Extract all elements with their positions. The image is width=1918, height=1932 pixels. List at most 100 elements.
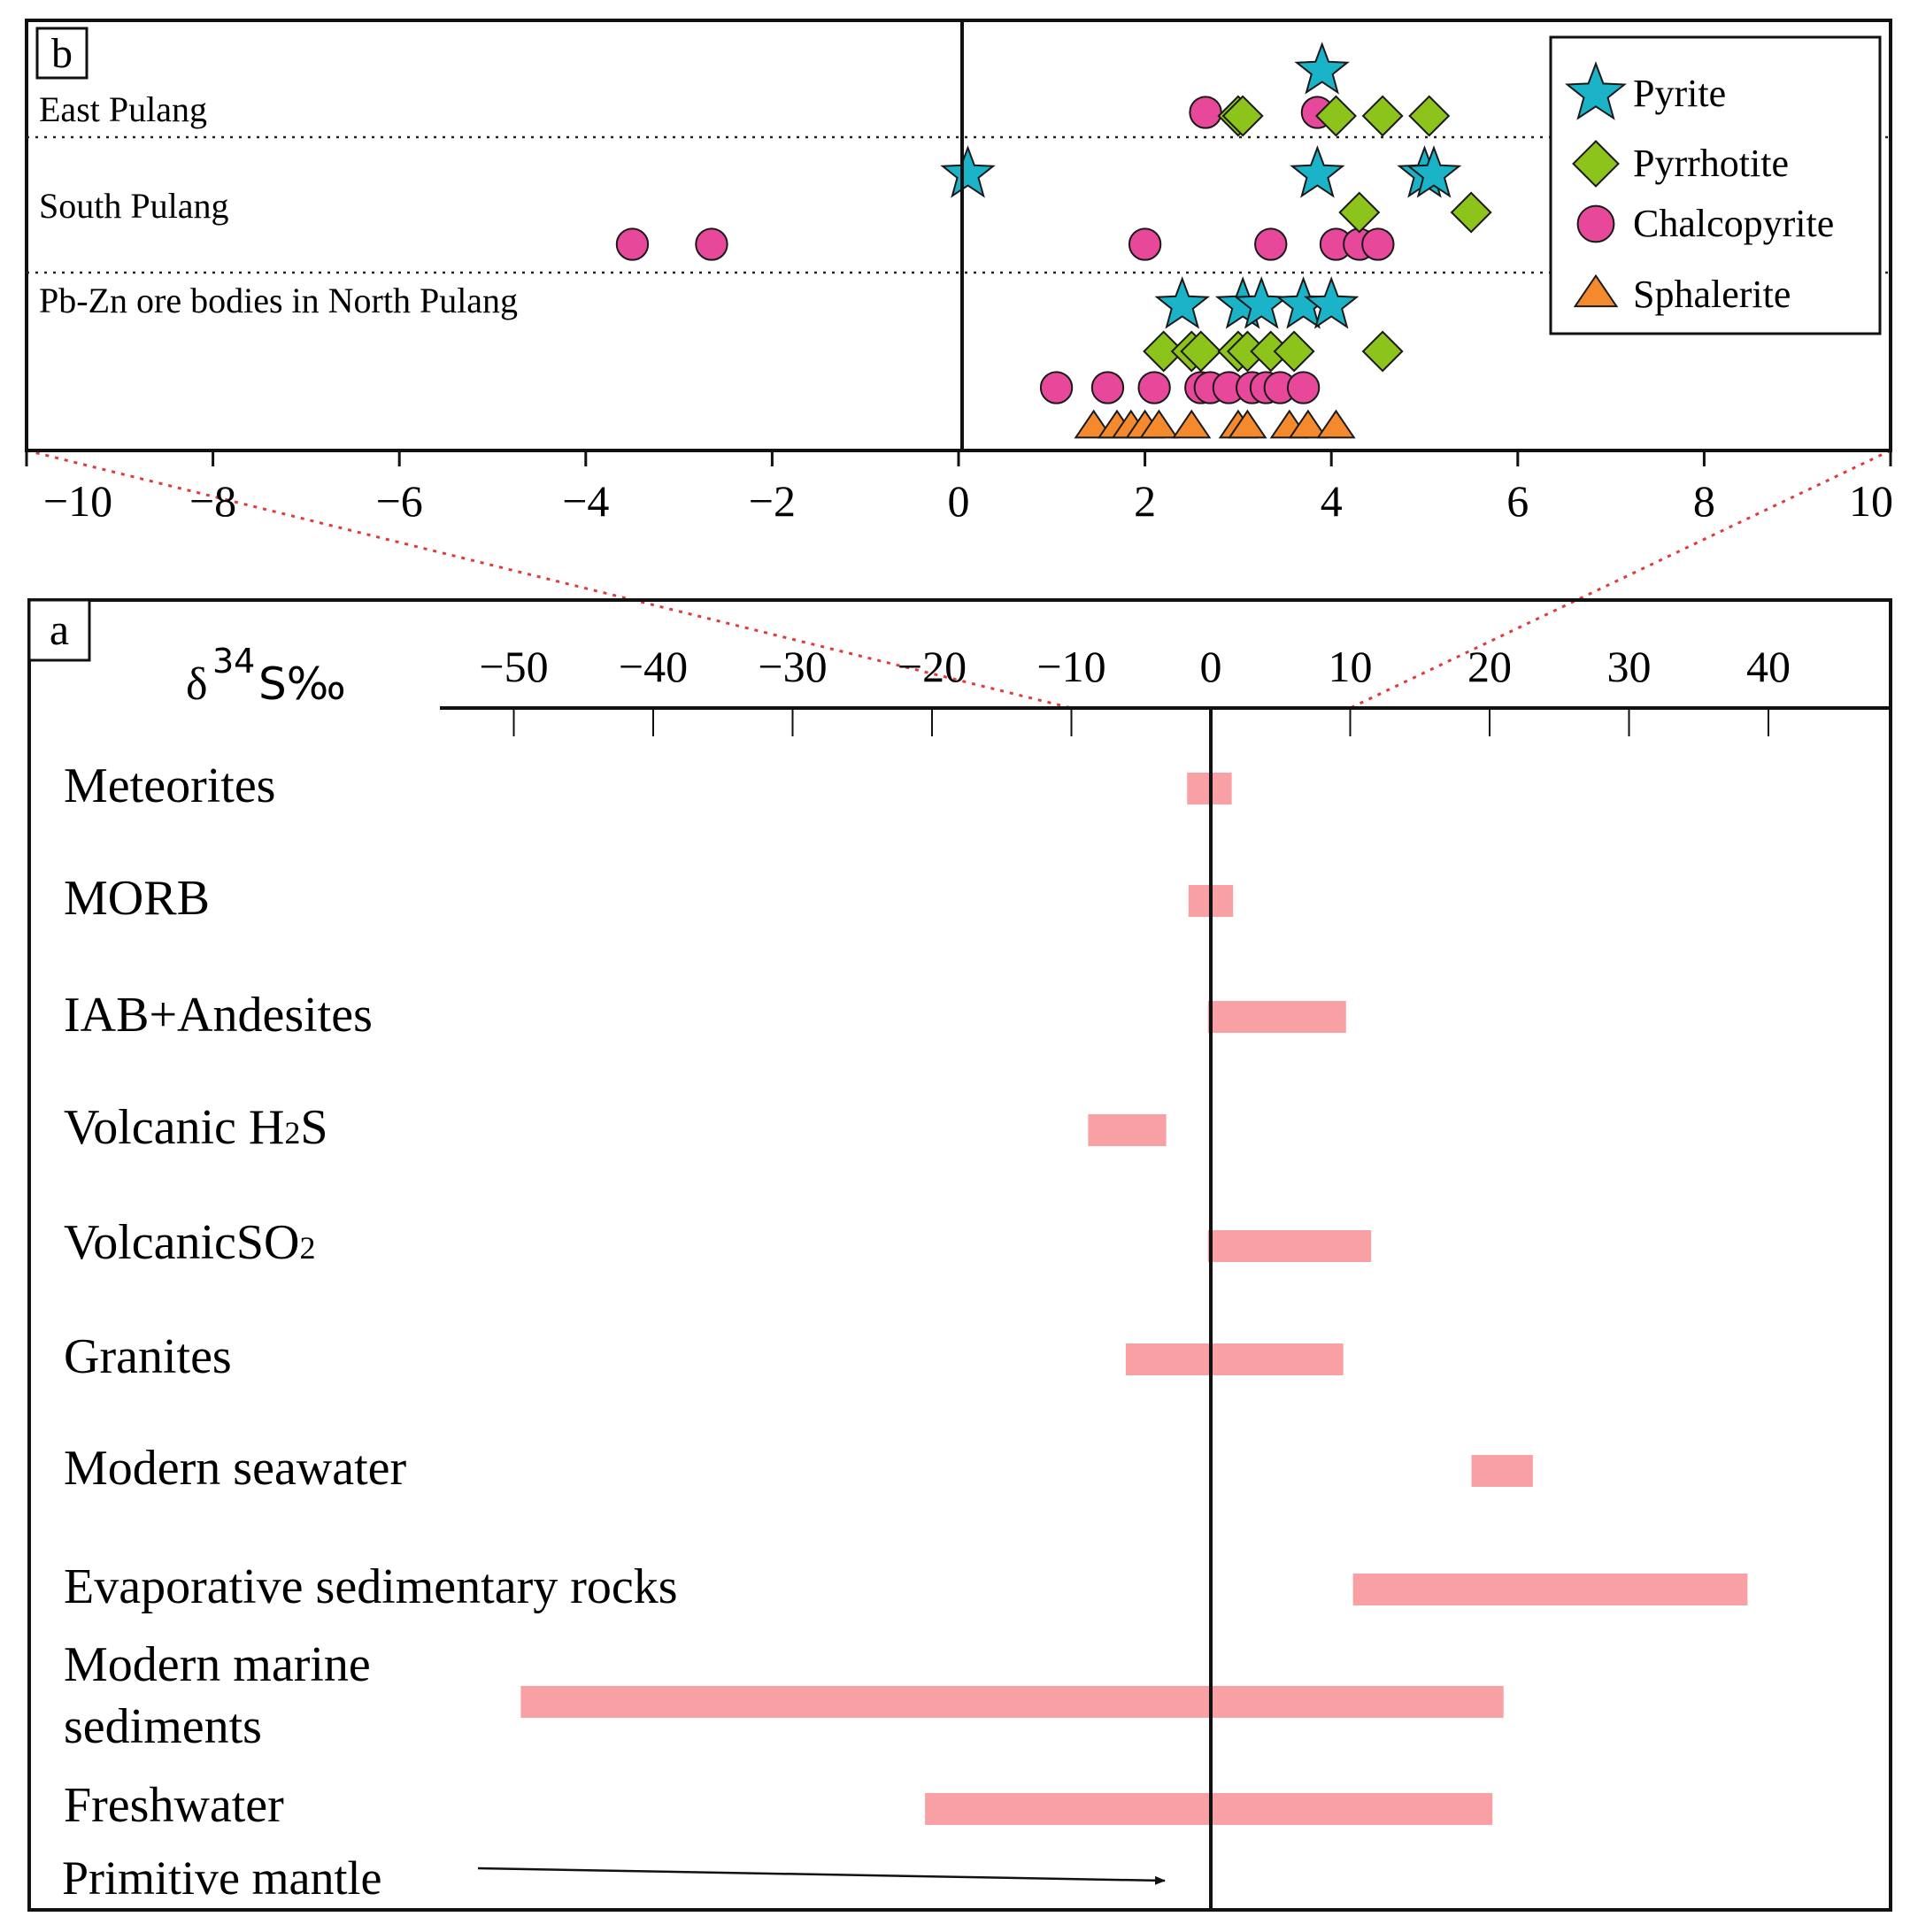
panel-a-label-box — [27, 598, 91, 662]
chalcopyrite-point — [1137, 371, 1171, 404]
pyrrhotite-point — [1408, 95, 1451, 137]
range-bars — [520, 773, 1748, 1825]
x-tick-label: 10 — [1849, 476, 1893, 526]
range-bar — [1352, 1574, 1748, 1605]
category-label: Volcanic H2S — [64, 1100, 328, 1155]
primitive-mantle-annotation: Primitive mantle — [62, 1851, 1167, 1905]
category-label: Granites — [64, 1329, 232, 1384]
category-label: sediments — [64, 1699, 262, 1754]
category-label: Evaporative sedimentary rocks — [64, 1559, 678, 1614]
x-tick-label: −10 — [43, 476, 112, 526]
category-label: MORB — [64, 871, 210, 926]
axis-title-unit: S‰ — [258, 658, 346, 710]
category-label: Modern seawater — [64, 1441, 407, 1496]
range-bar — [520, 1686, 1504, 1718]
pyrrhotite-point — [1450, 191, 1492, 234]
chalcopyrite-point — [1039, 371, 1074, 404]
x-tick-label: −10 — [1036, 642, 1105, 691]
sphalerite-point — [1172, 409, 1212, 439]
zoom-connector-right — [1349, 449, 1891, 710]
pyrite-point — [1294, 42, 1350, 95]
axis-title-delta34s: δ 34 S‰ — [186, 642, 346, 710]
x-tick-label: −6 — [376, 476, 423, 526]
legend-sphalerite-icon — [1573, 273, 1619, 308]
legend-chalcopyrite-icon — [1576, 204, 1615, 243]
x-tick-label: 8 — [1693, 476, 1715, 526]
chalcopyrite-point — [1090, 371, 1125, 404]
category-label: IAB+Andesites — [64, 988, 373, 1043]
panel-b-scatter: b East Pulang South Pulang Pb-Zn ore bod… — [25, 19, 1893, 526]
zoom-connector-left — [26, 449, 1072, 710]
pyrrhotite-point — [1221, 95, 1264, 137]
primitive-mantle-label: Primitive mantle — [62, 1851, 381, 1905]
pyrrhotite-point — [1314, 95, 1357, 137]
x-tick-label: −4 — [562, 476, 609, 526]
legend-label-chalcopyrite: Chalcopyrite — [1633, 202, 1834, 245]
x-tick-label: 40 — [1746, 642, 1791, 691]
legend-label-pyrite: Pyrite — [1633, 72, 1726, 115]
pyrrhotite-point — [1273, 330, 1315, 373]
legend: Pyrite Pyrrhotite Chalcopyrite Sphalerite — [1549, 35, 1882, 335]
pyrrhotite-point — [1361, 95, 1404, 137]
x-tick-label: 0 — [948, 476, 970, 526]
panel-b-x-axis: −10 −8 −6 −4 −2 0 2 4 6 8 10 — [25, 450, 1893, 526]
x-tick-label: −2 — [749, 476, 796, 526]
x-tick-label: 30 — [1607, 642, 1652, 691]
x-tick-label: −20 — [897, 642, 967, 691]
legend-pyrite-icon — [1564, 61, 1628, 120]
category-label: Meteorites — [64, 758, 275, 813]
legend-pyrrhotite-icon — [1572, 140, 1620, 188]
range-bar — [1125, 1343, 1344, 1375]
legend-label-sphalerite: Sphalerite — [1633, 273, 1791, 316]
pyrrhotite-point — [1361, 330, 1404, 373]
x-tick-label: 20 — [1467, 642, 1512, 691]
panel-a-frame — [27, 598, 1892, 1912]
pyrite-point — [1290, 145, 1345, 198]
chalcopyrite-point — [1128, 227, 1162, 261]
x-tick-label: 6 — [1506, 476, 1529, 526]
x-tick-label: 0 — [1200, 642, 1222, 691]
pyrrhotite-point — [1338, 191, 1381, 234]
range-bar — [1088, 1114, 1167, 1146]
range-bar — [1207, 1001, 1346, 1033]
pyrite-point — [1154, 276, 1211, 329]
panel-b-markers — [615, 42, 1492, 439]
pyrite-point — [940, 145, 996, 198]
x-tick-label: −8 — [189, 476, 236, 526]
group-label-north-pulang: Pb-Zn ore bodies in North Pulang — [39, 281, 518, 320]
panel-b-label-box — [35, 27, 89, 80]
chalcopyrite-point — [615, 227, 650, 261]
range-bar — [1471, 1455, 1533, 1487]
group-label-east-pulang: East Pulang — [39, 89, 207, 129]
chalcopyrite-point — [1254, 227, 1288, 261]
axis-title-superscript: 34 — [212, 642, 255, 681]
sphalerite-point — [1288, 409, 1329, 439]
pyrrhotite-point — [1143, 330, 1185, 373]
pyrrhotite-point — [1180, 330, 1222, 373]
group-label-south-pulang: South Pulang — [39, 186, 228, 226]
x-tick-label: −50 — [479, 642, 548, 691]
category-labels: Meteorites MORB IAB+Andesites Volcanic H2S V… — [64, 758, 678, 1833]
category-label: Freshwater — [64, 1778, 284, 1833]
x-tick-label: 10 — [1329, 642, 1373, 691]
legend-label-pyrrhotite: Pyrrhotite — [1633, 142, 1789, 185]
primitive-mantle-arrow — [477, 1867, 1167, 1885]
sphalerite-point — [1316, 409, 1356, 439]
sphalerite-point — [1228, 409, 1267, 439]
panel-a-range-bars: a δ 34 S‰ −50 −40 −30 −20 −10 0 10 20 30 40 Meteo… — [27, 598, 1892, 1912]
x-tick-label: −30 — [758, 642, 827, 691]
x-tick-label: 2 — [1134, 476, 1156, 526]
range-bar — [925, 1793, 1493, 1825]
panel-a-label: a — [50, 604, 69, 654]
chalcopyrite-point — [1286, 371, 1321, 404]
x-tick-label: −40 — [619, 642, 688, 691]
category-label: Modern marine — [64, 1637, 371, 1692]
zoom-connectors — [26, 449, 1891, 710]
category-label: VolcanicSO2 — [64, 1215, 316, 1270]
chalcopyrite-point — [1189, 96, 1222, 129]
chalcopyrite-point — [695, 227, 728, 261]
range-bar — [1207, 1230, 1372, 1262]
axis-title-delta: δ — [186, 659, 208, 710]
sphalerite-point — [1139, 409, 1179, 439]
